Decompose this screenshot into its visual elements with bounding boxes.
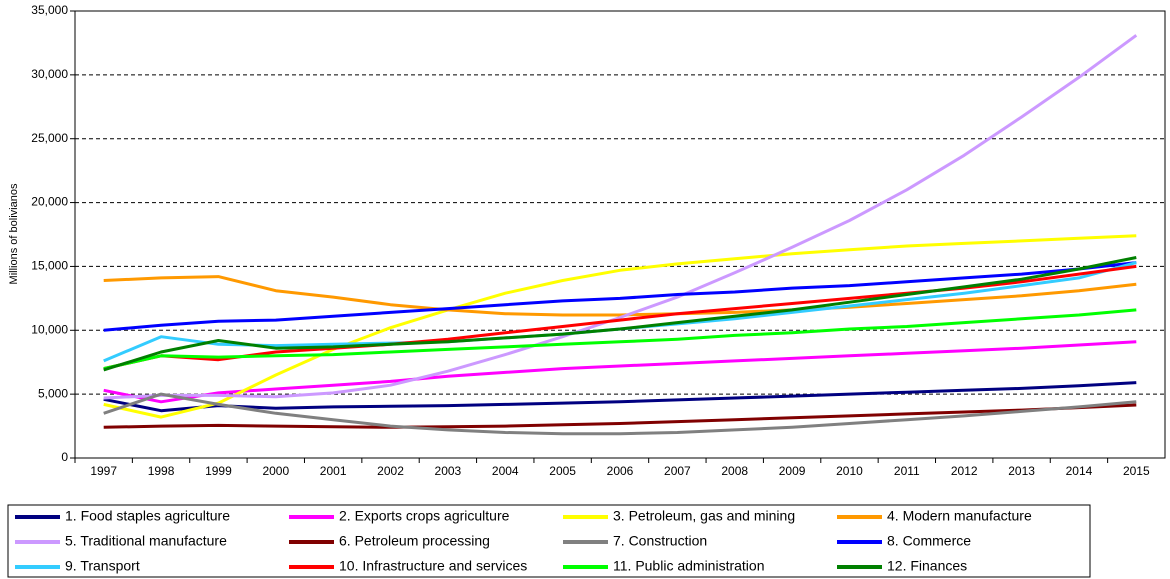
x-tick-label: 2002 bbox=[377, 464, 404, 478]
y-axis-label: Millions of bolivianos bbox=[8, 183, 20, 284]
series-line bbox=[103, 34, 1138, 400]
legend-label: 4. Modern manufacture bbox=[887, 508, 1032, 524]
series-line bbox=[103, 275, 1137, 317]
x-tick-label: 2012 bbox=[951, 464, 978, 478]
y-tick-label: 25,000 bbox=[31, 131, 68, 145]
legend-label: 10. Infrastructure and services bbox=[339, 558, 527, 574]
x-tick-label: 2005 bbox=[549, 464, 576, 478]
series-line bbox=[103, 392, 1137, 436]
series-line bbox=[103, 256, 1137, 372]
x-tick-label: 2013 bbox=[1008, 464, 1035, 478]
legend-label: 9. Transport bbox=[65, 558, 140, 574]
y-tick-label: 15,000 bbox=[31, 259, 68, 273]
x-tick-label: 2001 bbox=[320, 464, 347, 478]
x-tick-label: 2007 bbox=[664, 464, 691, 478]
series-line bbox=[103, 403, 1137, 429]
legend-label: 3. Petroleum, gas and mining bbox=[613, 508, 795, 524]
x-tick-label: 2009 bbox=[779, 464, 806, 478]
x-tick-label: 2004 bbox=[492, 464, 519, 478]
legend-label: 7. Construction bbox=[613, 533, 707, 549]
legend-box bbox=[7, 504, 1091, 578]
x-tick-label: 2011 bbox=[894, 464, 920, 478]
x-tick-label: 1997 bbox=[90, 464, 117, 478]
series-line bbox=[103, 234, 1137, 419]
x-tick-label: 2014 bbox=[1066, 464, 1093, 478]
legend-label: 12. Finances bbox=[887, 558, 967, 574]
legend-label: 1. Food staples agriculture bbox=[65, 508, 230, 524]
y-tick-label: 30,000 bbox=[31, 67, 68, 81]
y-tick-label: 0 bbox=[61, 450, 68, 464]
y-tick-label: 35,000 bbox=[31, 3, 68, 17]
legend-label: 6. Petroleum processing bbox=[339, 533, 490, 549]
x-tick-label: 2010 bbox=[836, 464, 863, 478]
x-tick-label: 2008 bbox=[721, 464, 748, 478]
x-tick-label: 2015 bbox=[1123, 464, 1150, 478]
legend-label: 2. Exports crops agriculture bbox=[339, 508, 510, 524]
plot-border bbox=[74, 10, 1166, 459]
series-line bbox=[103, 340, 1137, 404]
y-tick-label: 20,000 bbox=[31, 195, 68, 209]
y-tick-label: 10,000 bbox=[31, 322, 68, 336]
series-line bbox=[103, 308, 1137, 371]
x-tick-label: 1998 bbox=[148, 464, 175, 478]
x-tick-label: 2003 bbox=[435, 464, 462, 478]
y-tick-label: 5,000 bbox=[38, 386, 68, 400]
series-line bbox=[103, 261, 1137, 332]
legend-label: 8. Commerce bbox=[887, 533, 971, 549]
x-tick-label: 2006 bbox=[607, 464, 634, 478]
legend-label: 5. Traditional manufacture bbox=[65, 533, 227, 549]
legend-label: 11. Public administration bbox=[613, 558, 764, 574]
x-tick-label: 1999 bbox=[205, 464, 232, 478]
x-tick-label: 2000 bbox=[262, 464, 289, 478]
series-line bbox=[103, 381, 1137, 413]
